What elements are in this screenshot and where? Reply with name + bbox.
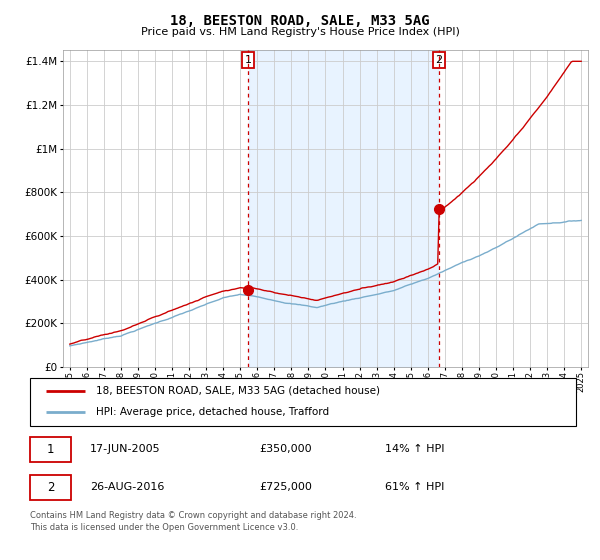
Text: HPI: Average price, detached house, Trafford: HPI: Average price, detached house, Traf… <box>95 407 329 417</box>
Text: 61% ↑ HPI: 61% ↑ HPI <box>385 482 444 492</box>
Text: 17-JUN-2005: 17-JUN-2005 <box>90 444 161 454</box>
Text: Contains HM Land Registry data © Crown copyright and database right 2024.
This d: Contains HM Land Registry data © Crown c… <box>30 511 356 531</box>
FancyBboxPatch shape <box>30 474 71 500</box>
Text: £350,000: £350,000 <box>259 444 312 454</box>
Text: Price paid vs. HM Land Registry's House Price Index (HPI): Price paid vs. HM Land Registry's House … <box>140 27 460 37</box>
Text: 1: 1 <box>47 443 54 456</box>
FancyBboxPatch shape <box>30 437 71 462</box>
Text: 18, BEESTON ROAD, SALE, M33 5AG: 18, BEESTON ROAD, SALE, M33 5AG <box>170 14 430 28</box>
Text: 14% ↑ HPI: 14% ↑ HPI <box>385 444 445 454</box>
Text: 1: 1 <box>245 55 251 65</box>
FancyBboxPatch shape <box>30 378 576 426</box>
Text: 26-AUG-2016: 26-AUG-2016 <box>90 482 164 492</box>
Text: £725,000: £725,000 <box>259 482 312 492</box>
Text: 18, BEESTON ROAD, SALE, M33 5AG (detached house): 18, BEESTON ROAD, SALE, M33 5AG (detache… <box>95 386 380 396</box>
Text: 2: 2 <box>435 55 442 65</box>
Text: 2: 2 <box>47 480 54 494</box>
